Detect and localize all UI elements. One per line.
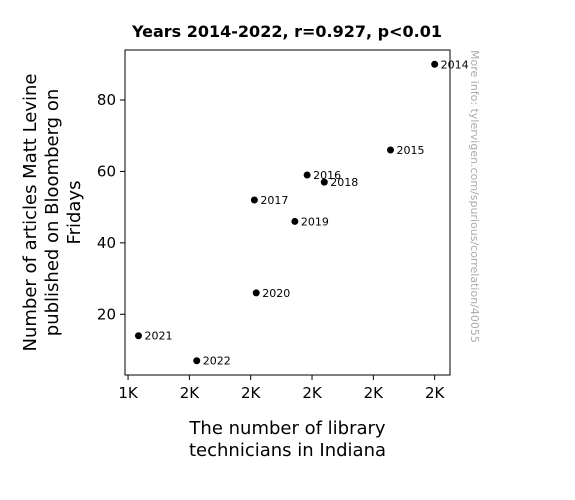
data-point-label: 2020 <box>262 287 290 300</box>
data-point <box>431 60 439 68</box>
data-point <box>320 178 328 186</box>
data-point-label: 2021 <box>144 330 172 343</box>
plot-area <box>124 49 451 376</box>
watermark: More info: tylervigen.com/spurious/corre… <box>468 50 481 343</box>
x-axis-label-line: technicians in Indiana <box>189 440 386 461</box>
y-tick-label: 40 <box>97 234 116 252</box>
data-point <box>252 289 260 297</box>
y-axis-label-line: published on Bloomberg on <box>42 89 63 336</box>
data-point <box>303 171 311 179</box>
data-point-label: 2016 <box>313 169 341 182</box>
y-tick-label: 20 <box>97 305 116 323</box>
y-axis-label-line: Number of articles Matt Levine <box>20 74 41 352</box>
x-axis-label-line: The number of library <box>188 418 386 439</box>
data-point-label: 2015 <box>397 144 425 157</box>
data-point <box>250 196 258 204</box>
y-tick-label: 80 <box>97 91 116 109</box>
x-tick-label: 2K <box>302 384 323 402</box>
data-point <box>291 217 299 225</box>
data-point-label: 2019 <box>301 215 329 228</box>
data-point-label: 2017 <box>260 194 288 207</box>
data-point <box>387 146 395 154</box>
y-axis-label-line: Fridays <box>64 181 85 245</box>
x-tick-label: 2K <box>364 384 385 402</box>
data-point <box>193 357 201 365</box>
x-axis: 1K 2K 2K 2K 2K 2K <box>118 375 446 402</box>
data-points: 2014 2015 2016 2017 2018 2019 2020 2021 2022 <box>134 58 469 368</box>
data-point <box>134 332 142 340</box>
x-tick-label: 2K <box>241 384 262 402</box>
data-point-label: 2018 <box>330 176 358 189</box>
x-tick-label: 1K <box>118 384 139 402</box>
chart-title: Years 2014-2022, r=0.927, p<0.01 <box>131 22 442 41</box>
y-axis: 20 40 60 80 <box>97 91 125 323</box>
data-point-label: 2014 <box>441 58 469 71</box>
x-axis-label: The number of library technicians in Indi… <box>188 418 386 461</box>
y-axis-label: Number of articles Matt Levinepublished … <box>20 74 85 352</box>
x-tick-label: 2K <box>425 384 446 402</box>
y-tick-label: 60 <box>97 162 116 180</box>
x-tick-label: 2K <box>180 384 201 402</box>
data-point-label: 2022 <box>203 355 231 368</box>
